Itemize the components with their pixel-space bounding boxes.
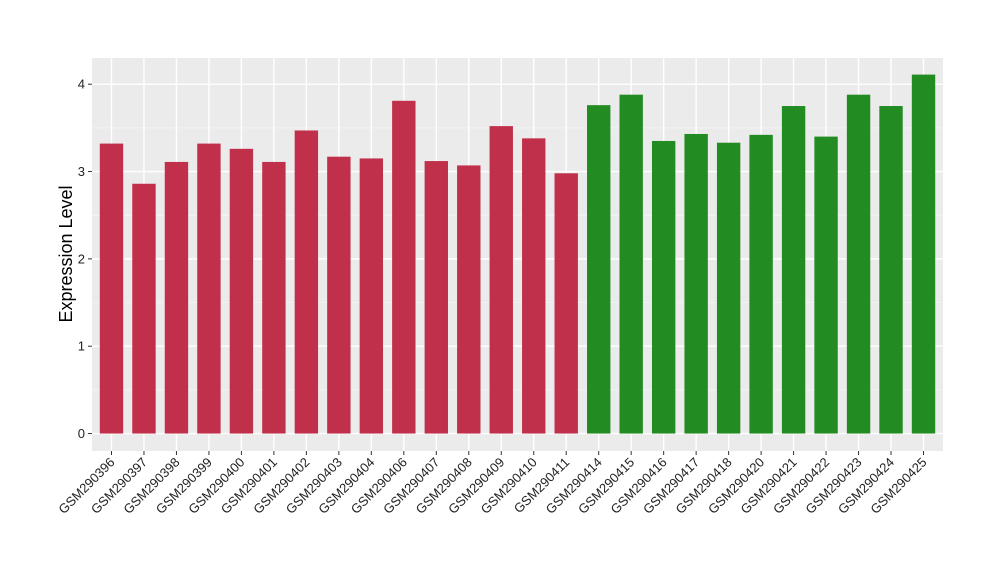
bar (164, 161, 189, 434)
bar (522, 138, 546, 434)
bar (554, 173, 578, 434)
bar (879, 106, 903, 434)
y-axis: 0 1 2 3 4 (78, 77, 92, 441)
bar (457, 165, 481, 434)
bar (197, 143, 221, 434)
bar (262, 161, 286, 434)
y-tick-label: 0 (78, 426, 85, 441)
bar (749, 134, 773, 434)
y-tick-label: 2 (78, 251, 85, 266)
bar (294, 130, 319, 434)
bar (911, 74, 936, 434)
bar (619, 94, 643, 434)
bar (781, 106, 806, 434)
bar (99, 143, 124, 434)
bar (651, 140, 676, 434)
bar (424, 161, 448, 434)
bar (684, 133, 708, 434)
y-tick-label: 4 (78, 77, 85, 92)
y-tick-label: 3 (78, 164, 85, 179)
bars (99, 74, 936, 434)
bar (132, 183, 156, 434)
bar (359, 158, 384, 434)
bar (846, 94, 871, 434)
bar (814, 136, 838, 434)
bar (489, 126, 513, 434)
y-axis-title: Expression Level (56, 185, 76, 322)
bar (327, 156, 351, 434)
y-tick-label: 1 (78, 339, 85, 354)
bar (587, 105, 611, 434)
x-axis: GSM290396GSM290397GSM290398GSM290399GSM2… (55, 451, 930, 517)
bar (229, 148, 254, 434)
bar (392, 100, 416, 434)
bar (716, 142, 741, 434)
